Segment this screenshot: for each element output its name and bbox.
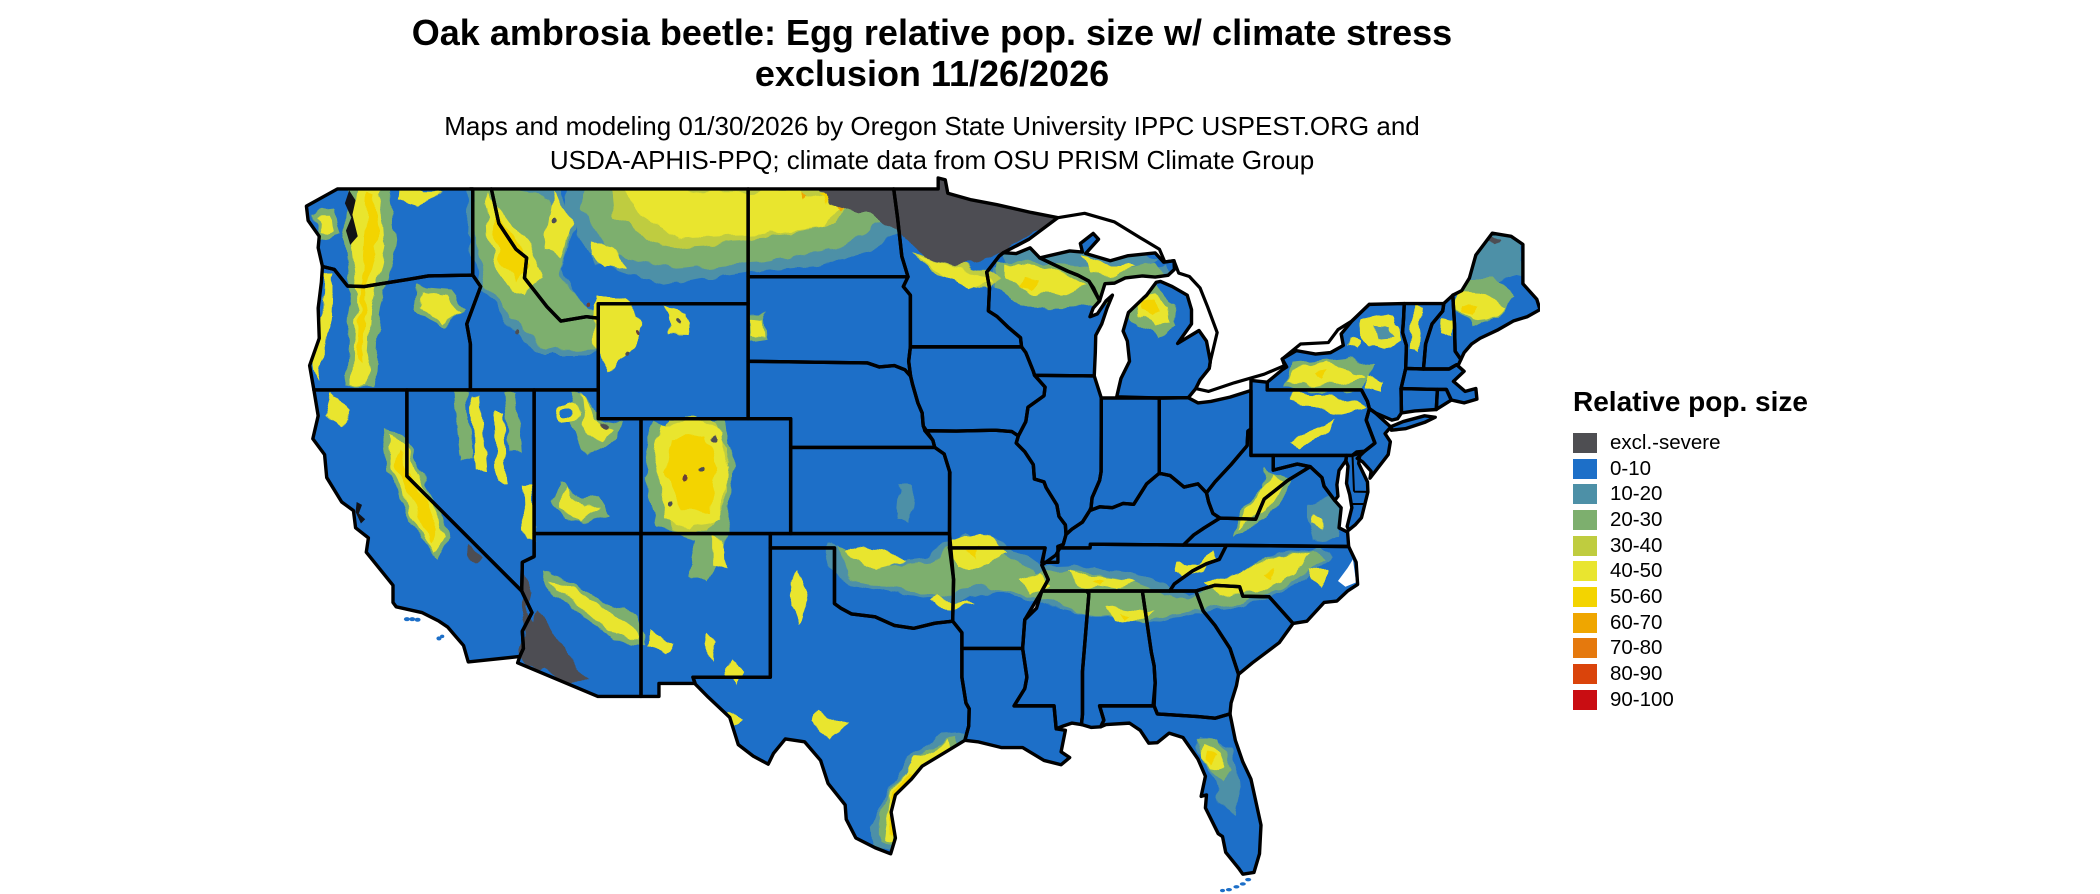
legend-swatch <box>1573 509 1597 530</box>
legend-swatch <box>1573 664 1597 685</box>
legend-swatch <box>1573 561 1597 582</box>
legend-swatch <box>1573 432 1597 453</box>
legend-item: 50-60 <box>1573 584 1808 610</box>
legend-label: 90-100 <box>1610 687 1674 711</box>
legend-title: Relative pop. size <box>1573 386 1808 417</box>
legend-item: 40-50 <box>1573 558 1808 584</box>
international-border-through-lakes <box>1058 213 1369 391</box>
legend-item: excl.-severe <box>1573 430 1808 456</box>
legend-label: excl.-severe <box>1610 430 1721 454</box>
legend-label: 40-50 <box>1610 559 1663 583</box>
legend: Relative pop. size excl.-severe 0-10 10-… <box>1573 386 1808 713</box>
legend-swatch <box>1573 689 1597 710</box>
us-map-svg <box>304 176 1540 893</box>
legend-swatch <box>1573 484 1597 505</box>
title-block: Oak ambrosia beetle: Egg relative pop. s… <box>300 12 1564 177</box>
legend-label: 10-20 <box>1610 482 1663 506</box>
legend-item: 30-40 <box>1573 533 1808 559</box>
legend-swatch <box>1573 535 1597 556</box>
page-title-line1: Oak ambrosia beetle: Egg relative pop. s… <box>411 12 1453 53</box>
legend-label: 60-70 <box>1610 610 1663 634</box>
legend-label: 50-60 <box>1610 584 1663 608</box>
legend-item: 80-90 <box>1573 661 1808 687</box>
legend-swatch <box>1573 638 1597 659</box>
subtitle-line1: Maps and modeling 01/30/2026 by Oregon S… <box>444 111 1420 141</box>
subtitle-line2: USDA-APHIS-PPQ; climate data from OSU PR… <box>549 145 1315 175</box>
page-title-line2: exclusion 11/26/2026 <box>754 53 1110 94</box>
delmarva-internal-borders <box>1351 455 1368 504</box>
us-map <box>300 176 1540 894</box>
legend-item: 20-30 <box>1573 507 1808 533</box>
legend-label: 30-40 <box>1610 533 1663 557</box>
legend-item: 10-20 <box>1573 481 1808 507</box>
offshore-islands <box>403 559 1357 893</box>
inland-water <box>344 190 366 524</box>
legend-label: 70-80 <box>1610 636 1663 660</box>
legend-label: 0-10 <box>1610 456 1652 480</box>
legend-label: 80-90 <box>1610 662 1663 686</box>
legend-item: 0-10 <box>1573 456 1808 482</box>
legend-label: 20-30 <box>1610 507 1663 531</box>
legend-swatch <box>1573 586 1597 607</box>
legend-item: 60-70 <box>1573 610 1808 636</box>
subtitle-block: Maps and modeling 01/30/2026 by Oregon S… <box>300 109 1564 177</box>
legend-swatch <box>1573 612 1597 633</box>
legend-item: 70-80 <box>1573 636 1808 662</box>
legend-item: 90-100 <box>1573 687 1808 713</box>
state-boundaries <box>304 178 1540 876</box>
legend-swatch <box>1573 458 1597 479</box>
